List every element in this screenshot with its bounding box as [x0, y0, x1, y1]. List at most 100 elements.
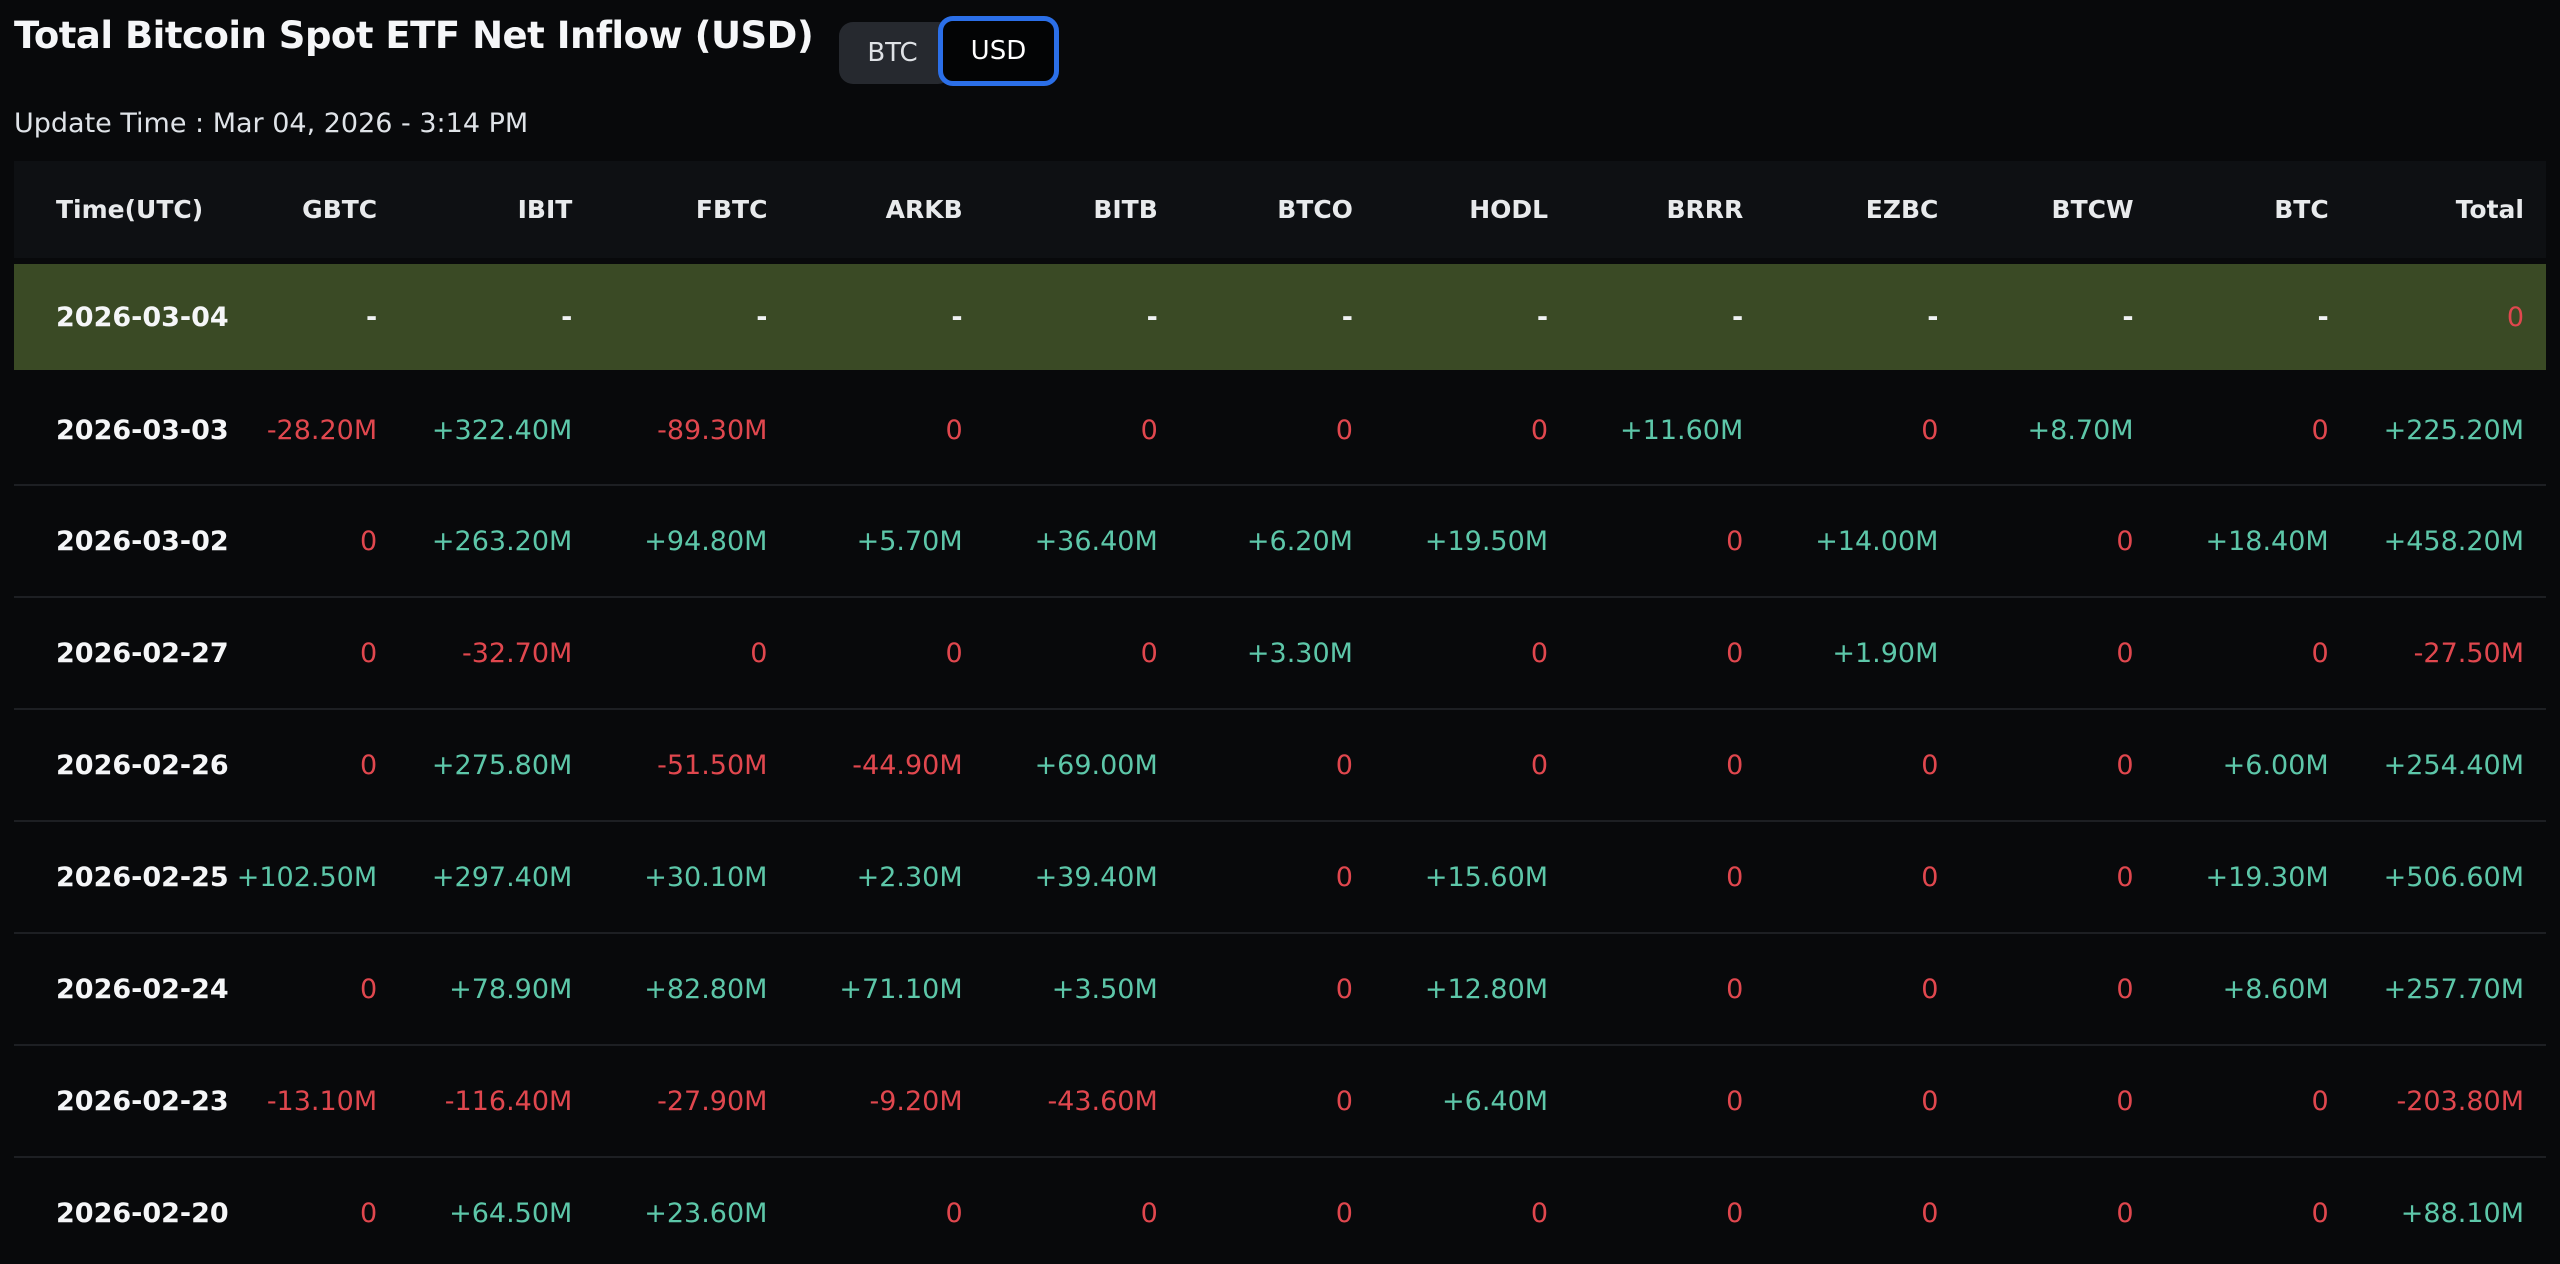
cell-value: +39.40M [1034, 861, 1158, 893]
cell-total: +88.10M [2400, 1197, 2524, 1229]
cell-value: +82.80M [644, 973, 768, 1005]
cell-date: 2026-02-25 [56, 861, 229, 893]
column-header-btc: BTC [2274, 195, 2329, 224]
toggle-usd-button[interactable]: USD [937, 16, 1060, 86]
column-header-fbtc: FBTC [695, 195, 768, 224]
cell-value: -27.90M [657, 1085, 768, 1117]
table-body: 2026-03-04 - - - - - - - - - - - 0 2026-03-03 -28.20M +… [14, 261, 2546, 1264]
cell-value: 0 [2116, 525, 2134, 557]
cell-value: +23.60M [644, 1197, 768, 1229]
cell-value: 0 [1726, 637, 1744, 669]
cell-value: +6.00M [2222, 749, 2329, 781]
cell-total: -27.50M [2413, 637, 2524, 669]
cell-value: 0 [359, 749, 378, 781]
cell-value: 0 [1726, 749, 1744, 781]
cell-total: +257.70M [2383, 973, 2524, 1005]
table-row[interactable]: 2026-02-24 0 +78.90M +82.80M +71.10M +3.50M 0 +… [14, 933, 2546, 1045]
cell-value: +18.40M [2205, 525, 2329, 557]
table-row[interactable]: 2026-02-20 0 +64.50M +23.60M 0 0 0 0 0 0 0 0 +88.10M [14, 1157, 2546, 1264]
cell-value: +19.50M [1424, 525, 1549, 557]
cell-value: 0 [359, 525, 378, 557]
cell-value: 0 [1921, 1197, 1939, 1229]
cell-value: +6.40M [1442, 1085, 1549, 1117]
cell-value: -32.70M [461, 637, 573, 669]
cell-value: - [561, 301, 573, 333]
table-row[interactable]: 2026-03-02 0 +263.20M +94.80M +5.70M +36.40M +… [14, 485, 2546, 597]
cell-date: 2026-03-04 [56, 301, 229, 333]
cell-value: - [951, 301, 963, 333]
cell-value: 0 [1726, 1085, 1744, 1117]
cell-value: 0 [1530, 1197, 1549, 1229]
cell-value: 0 [1335, 973, 1353, 1005]
cell-total: 0 [2506, 301, 2524, 333]
cell-value: +71.10M [839, 973, 963, 1005]
cell-value: 0 [2116, 749, 2134, 781]
cell-value: 0 [945, 1197, 963, 1229]
column-header-gbtc: GBTC [302, 195, 378, 224]
cell-value: -28.20M [266, 414, 378, 446]
cell-date: 2026-02-24 [56, 973, 229, 1005]
cell-total: +225.20M [2383, 414, 2524, 446]
cell-value: - [1146, 301, 1158, 333]
cell-value: 0 [2116, 1197, 2134, 1229]
column-header-ibit: IBIT [517, 195, 573, 224]
cell-value: +12.80M [1424, 973, 1549, 1005]
column-header-btco: BTCO [1277, 195, 1353, 224]
cell-value: +15.60M [1424, 861, 1549, 893]
table-header-row: Time(UTC) GBTC IBIT FBTC ARKB BITB BTCO HODL BRR… [14, 161, 2546, 261]
cell-value: +6.20M [1246, 525, 1353, 557]
unit-toggle: BTC USD [839, 16, 1060, 86]
cell-value: 0 [1335, 1197, 1353, 1229]
cell-value: 0 [1921, 414, 1939, 446]
cell-value: +3.50M [1051, 973, 1158, 1005]
column-header-total: Total [2455, 195, 2524, 224]
cell-value: 0 [2116, 861, 2134, 893]
cell-value: -44.90M [852, 749, 963, 781]
table-row[interactable]: 2026-03-04 - - - - - - - - - - - 0 [14, 261, 2546, 373]
cell-value: 0 [1530, 414, 1549, 446]
table-row[interactable]: 2026-02-25 +102.50M +297.40M +30.10M +2.30M +… [14, 821, 2546, 933]
cell-value: 0 [1140, 414, 1158, 446]
column-header-arkb: ARKB [885, 195, 963, 224]
table-row[interactable]: 2026-03-03 -28.20M +322.40M -89.30M 0 0 0 0 +11.… [14, 373, 2546, 485]
cell-value: 0 [2116, 1085, 2134, 1117]
cell-value: +94.80M [644, 525, 768, 557]
cell-total: -203.80M [2396, 1085, 2524, 1117]
top-bar: Total Bitcoin Spot ETF Net Inflow (USD) … [0, 0, 2560, 86]
cell-value: 0 [1140, 637, 1158, 669]
cell-value: 0 [1335, 861, 1353, 893]
column-header-ezbc: EZBC [1865, 195, 1939, 224]
table-row[interactable]: 2026-02-23 -13.10M -116.40M -27.90M -9.20M -4… [14, 1045, 2546, 1157]
cell-value: 0 [1726, 861, 1744, 893]
cell-value: +8.70M [2027, 414, 2134, 446]
cell-value: +14.00M [1815, 525, 1939, 557]
cell-value: +3.30M [1246, 637, 1353, 669]
cell-total: +254.40M [2383, 749, 2524, 781]
cell-value: -13.10M [266, 1085, 378, 1117]
cell-date: 2026-02-20 [56, 1197, 229, 1229]
column-header-time: Time(UTC) [56, 195, 204, 224]
cell-value: - [1927, 301, 1939, 333]
cell-value: - [1536, 301, 1549, 333]
cell-value: 0 [1140, 1197, 1158, 1229]
cell-value: 0 [2311, 1085, 2329, 1117]
cell-value: +36.40M [1034, 525, 1158, 557]
cell-value: 0 [1726, 525, 1744, 557]
cell-value: 0 [2116, 637, 2134, 669]
table-header: Time(UTC) GBTC IBIT FBTC ARKB BITB BTCO HODL BRR… [14, 161, 2546, 261]
cell-value: 0 [2116, 973, 2134, 1005]
cell-value: 0 [2311, 637, 2329, 669]
cell-total: +506.60M [2383, 861, 2524, 893]
table-row[interactable]: 2026-02-27 0 -32.70M 0 0 0 +3.30M 0 0 +1.90M 0 0 -27… [14, 597, 2546, 709]
cell-value: 0 [2311, 1197, 2329, 1229]
cell-value: +69.00M [1034, 749, 1158, 781]
cell-value: +11.60M [1620, 414, 1744, 446]
cell-value: 0 [1921, 1085, 1939, 1117]
table-row[interactable]: 2026-02-26 0 +275.80M -51.50M -44.90M +69.00M… [14, 709, 2546, 821]
cell-value: 0 [359, 637, 378, 669]
cell-value: +275.80M [431, 749, 573, 781]
cell-value: 0 [945, 414, 963, 446]
toggle-btc-button[interactable]: BTC [839, 22, 952, 84]
cell-value: - [756, 301, 768, 333]
cell-value: -43.60M [1047, 1085, 1158, 1117]
